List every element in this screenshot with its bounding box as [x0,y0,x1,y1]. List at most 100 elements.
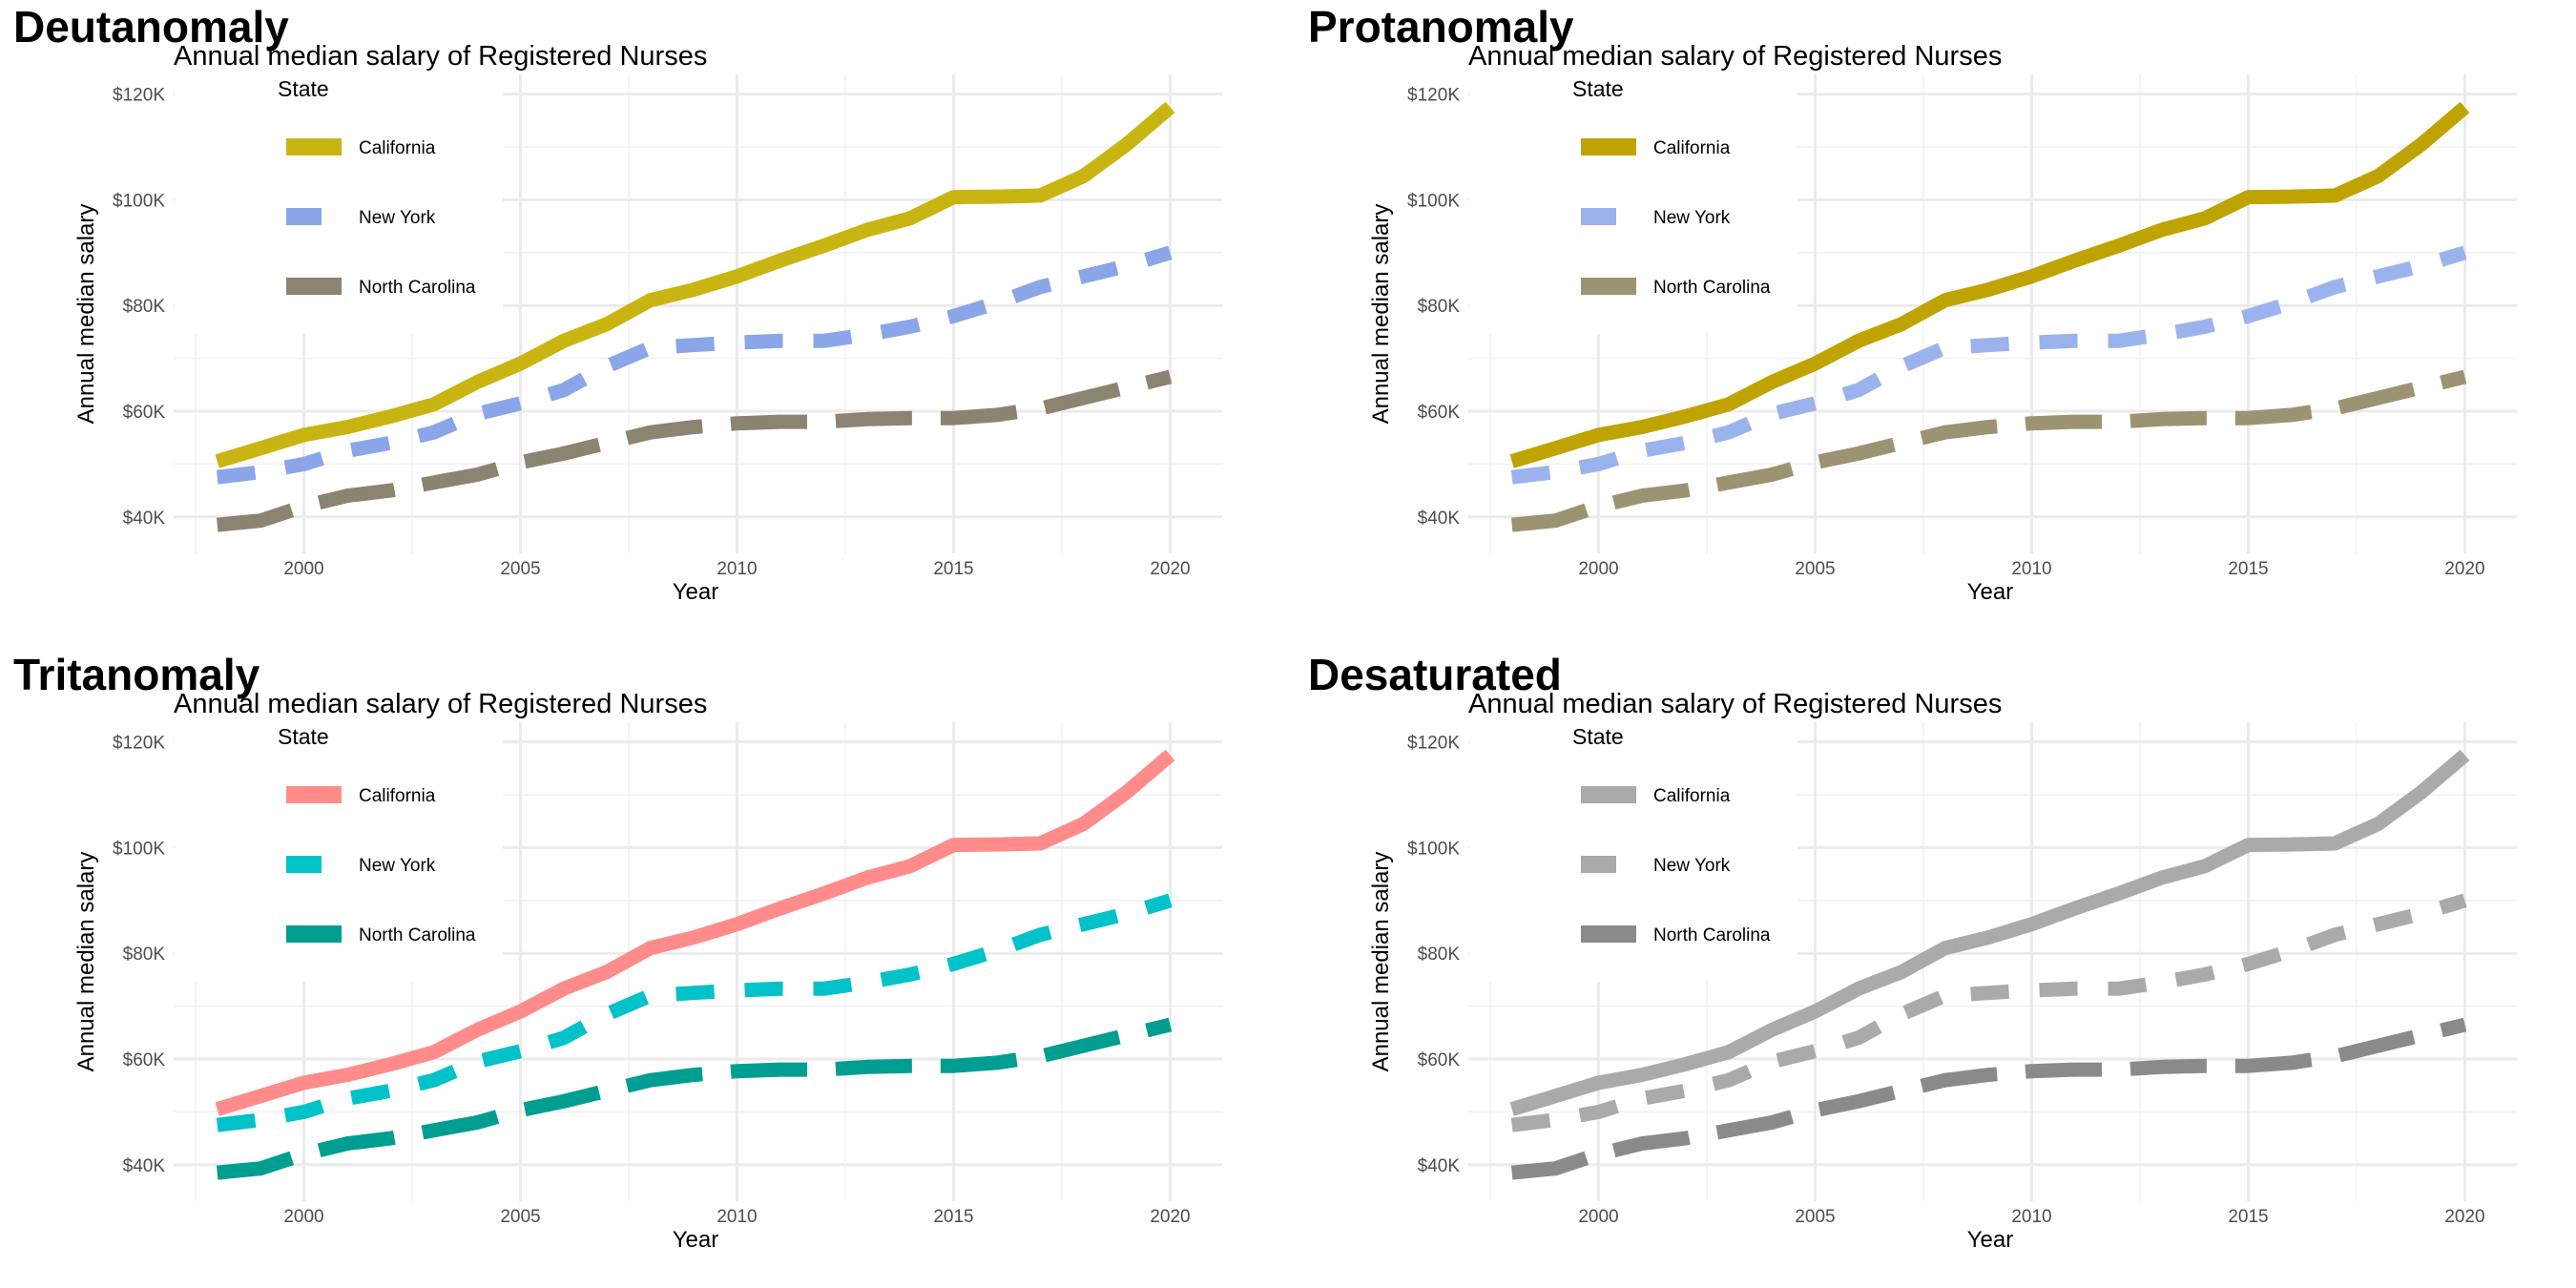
x-tick-label: 2020 [2444,1207,2484,1227]
chart-title: Annual median salary of Registered Nurse… [174,41,707,72]
legend-title: State [1572,724,1624,749]
legend-label: California [1653,138,1731,158]
x-axis-label: Year [1967,1227,2014,1253]
y-tick-label: $120K [113,734,165,754]
y-axis-label: Annual median salary [1368,852,1394,1072]
series-line-north-carolina [216,369,1173,532]
legend-title: State [278,724,329,749]
series-line-north-carolina [1510,369,2467,532]
legend-title: State [278,76,329,101]
x-axis-label: Year [673,579,719,605]
x-tick-label: 2020 [1150,559,1190,579]
y-tick-label: $100K [1407,839,1460,859]
x-axis-label: Year [1967,579,2014,605]
legend-key [286,208,322,225]
panel-title: Deutanomaly [13,2,289,52]
y-tick-label: $40K [1418,1156,1461,1176]
legend-key [286,138,342,156]
x-axis-label: Year [673,1227,719,1253]
legend-key [286,856,322,873]
y-tick-label: $60K [123,403,166,423]
x-tick-label: 2000 [283,559,323,579]
x-tick-label: 2010 [2011,559,2051,579]
x-tick-label: 2000 [283,1207,323,1227]
x-tick-label: 2020 [2444,559,2484,579]
legend-label: New York [359,856,436,876]
y-tick-label: $40K [1418,509,1461,529]
y-tick-label: $40K [123,1156,166,1176]
legend-label: California [359,786,436,806]
series-line-north-carolina [216,1017,1173,1180]
y-tick-label: $60K [1418,403,1461,423]
x-tick-label: 2010 [2011,1207,2051,1227]
x-tick-label: 2020 [1150,1207,1190,1227]
legend-label: California [359,138,436,158]
chart-title: Annual median salary of Registered Nurse… [1468,689,2002,719]
legend-label: North Carolina [1653,925,1771,945]
y-axis-label: Annual median salary [1368,204,1394,425]
legend-label: North Carolina [359,925,476,945]
x-tick-label: 2005 [500,559,540,579]
legend-key [1581,208,1616,225]
y-tick-label: $100K [113,839,165,859]
y-tick-label: $80K [123,297,166,317]
x-tick-label: 2015 [933,1207,973,1227]
panel-title: Protanomaly [1308,2,1574,52]
x-tick-label: 2000 [1578,1207,1618,1227]
x-tick-label: 2000 [1578,559,1618,579]
y-tick-label: $120K [113,86,165,106]
series-line-california [1509,749,2470,1116]
legend-label: New York [359,208,436,228]
x-tick-label: 2015 [2228,559,2268,579]
y-tick-label: $80K [1418,297,1461,317]
series-line-california [215,749,1175,1116]
legend-key [286,278,342,295]
y-tick-label: $100K [1407,191,1460,211]
y-axis-label: Annual median salary [73,204,99,425]
panel-title: Tritanomaly [13,650,260,699]
x-tick-label: 2015 [933,559,973,579]
series-line-new-york [216,245,1173,485]
x-tick-label: 2010 [717,1207,757,1227]
panel-title: Desaturated [1308,650,1562,699]
y-tick-label: $40K [123,509,166,529]
y-axis-label: Annual median salary [73,852,99,1072]
legend-label: North Carolina [1653,278,1771,298]
legend-key [1581,925,1636,943]
series-line-new-york [1510,245,2467,485]
y-tick-label: $120K [1407,734,1460,754]
series-line-new-york [1510,893,2467,1132]
legend-title: State [1572,76,1624,101]
series-line-north-carolina [1510,1017,2467,1180]
x-tick-label: 2015 [2228,1207,2268,1227]
series-line-california [215,101,1175,468]
legend-label: New York [1653,208,1731,228]
y-tick-label: $60K [123,1050,166,1070]
x-tick-label: 2005 [500,1207,540,1227]
legend-label: North Carolina [359,278,476,298]
x-tick-label: 2005 [1795,1207,1835,1227]
legend-key [1581,138,1636,156]
legend-key [1581,786,1636,803]
legend-key [286,925,342,943]
x-tick-label: 2005 [1795,559,1835,579]
legend-label: New York [1653,856,1731,876]
series-line-new-york [216,893,1173,1132]
legend-key [286,786,342,803]
y-tick-label: $120K [1407,86,1460,106]
chart-title: Annual median salary of Registered Nurse… [174,689,707,719]
y-tick-label: $100K [113,191,165,211]
legend-key [1581,278,1636,295]
chart-title: Annual median salary of Registered Nurse… [1468,41,2002,72]
series-line-california [1509,101,2470,468]
y-tick-label: $80K [1418,945,1461,965]
y-tick-label: $80K [123,945,166,965]
x-tick-label: 2010 [717,559,757,579]
legend-key [1581,856,1616,873]
y-tick-label: $60K [1418,1050,1461,1070]
legend-label: California [1653,786,1731,806]
